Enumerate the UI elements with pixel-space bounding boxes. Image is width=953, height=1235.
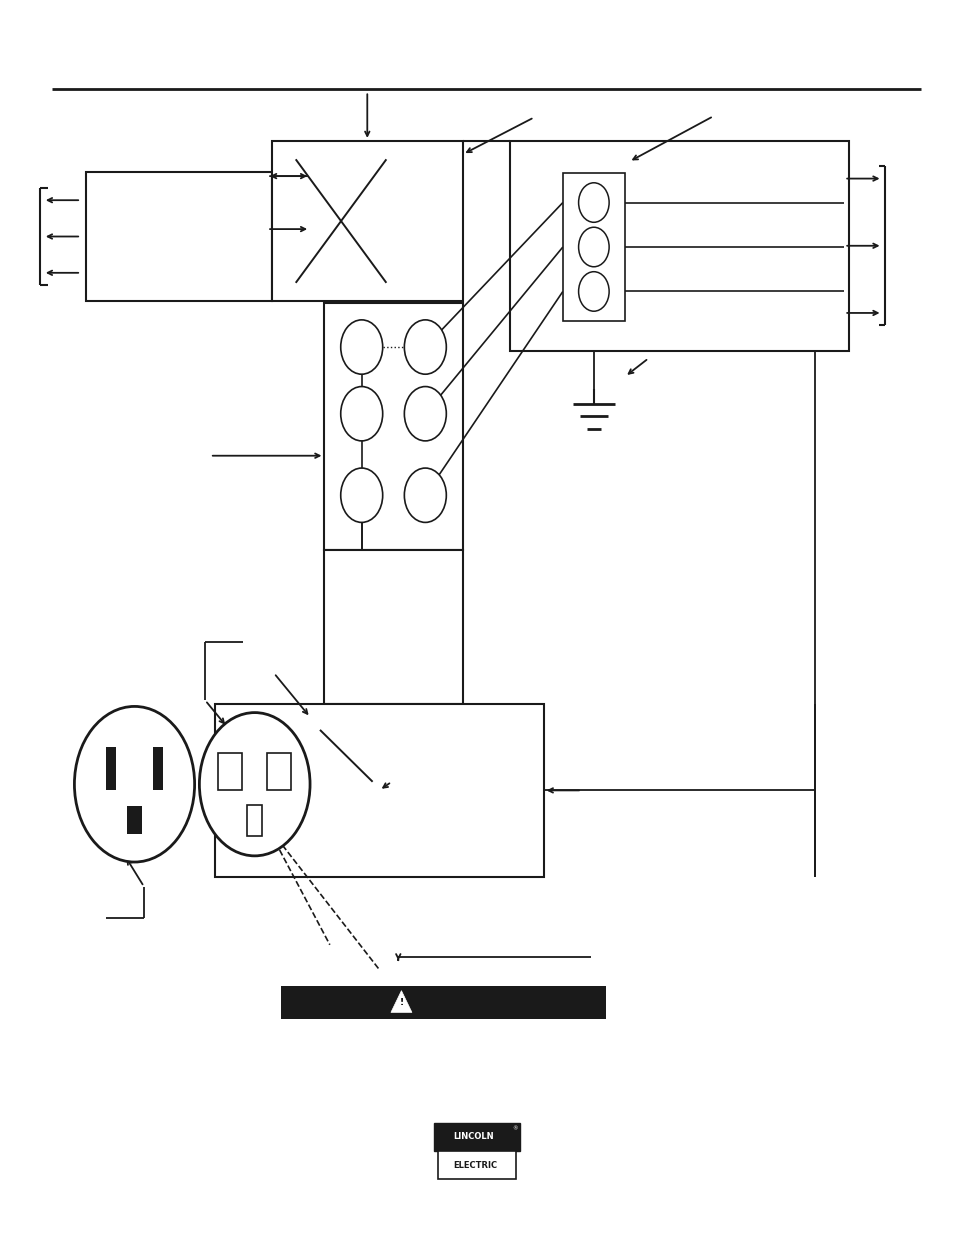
Circle shape: [578, 183, 608, 222]
Circle shape: [404, 468, 446, 522]
Bar: [324, 550, 462, 704]
Bar: [127, 806, 142, 834]
Bar: [562, 173, 624, 321]
Bar: [152, 747, 163, 790]
Bar: [324, 303, 462, 550]
Text: !: !: [399, 998, 403, 1008]
Circle shape: [578, 227, 608, 267]
Bar: [437, 1151, 515, 1179]
Bar: [106, 747, 116, 790]
Circle shape: [199, 713, 310, 856]
Text: LINCOLN: LINCOLN: [453, 1132, 493, 1141]
Circle shape: [340, 320, 382, 374]
Circle shape: [578, 272, 608, 311]
Circle shape: [340, 387, 382, 441]
Bar: [281, 986, 605, 1019]
Text: ®: ®: [512, 1126, 517, 1131]
Bar: [86, 172, 272, 301]
Bar: [214, 704, 543, 877]
Circle shape: [340, 468, 382, 522]
Circle shape: [404, 320, 446, 374]
Bar: [267, 753, 291, 790]
Bar: [272, 141, 462, 301]
Bar: [247, 805, 262, 836]
Bar: [218, 753, 242, 790]
Circle shape: [404, 387, 446, 441]
Bar: [510, 141, 848, 351]
Polygon shape: [391, 990, 412, 1013]
Text: ELECTRIC: ELECTRIC: [453, 1161, 497, 1170]
Circle shape: [74, 706, 194, 862]
Bar: [434, 1123, 519, 1151]
